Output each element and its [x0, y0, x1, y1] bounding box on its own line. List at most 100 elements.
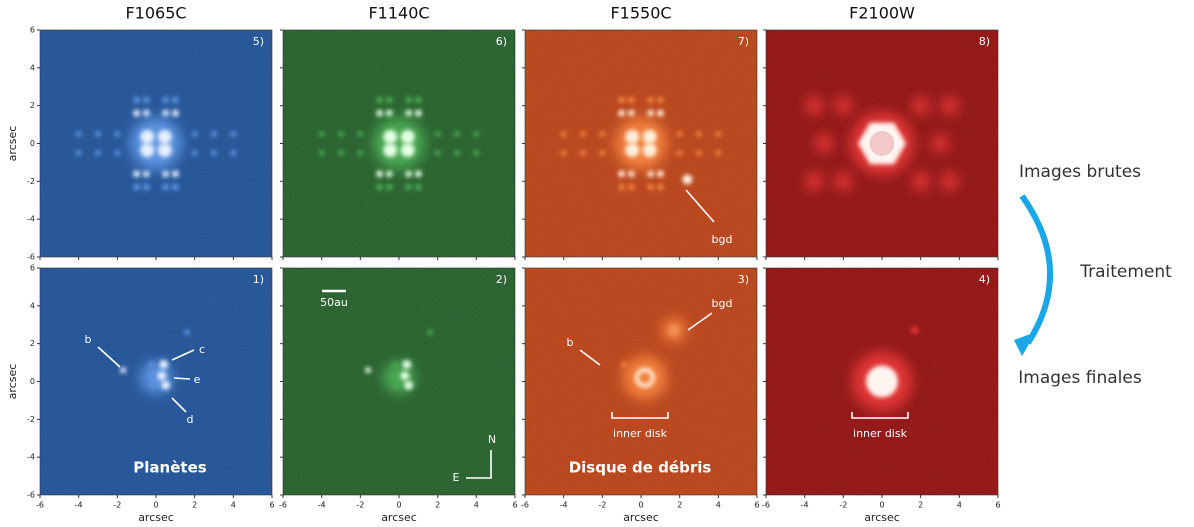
blob	[140, 143, 154, 157]
x-tick-label: -4	[75, 501, 83, 510]
x-tick-label: 0	[879, 501, 884, 510]
y-axis-label: arcsec	[6, 126, 19, 162]
blob	[869, 131, 895, 157]
blob	[625, 143, 639, 157]
blob	[628, 110, 635, 117]
blob	[400, 371, 409, 380]
x-tick-label: 6	[269, 501, 274, 510]
blob	[415, 96, 422, 103]
blob	[427, 329, 433, 335]
blob	[376, 96, 383, 103]
x-tick-label: 0	[638, 501, 643, 510]
y-tick-label: 2	[30, 339, 35, 348]
blob	[392, 373, 398, 379]
blob	[657, 170, 664, 177]
blob	[643, 143, 657, 157]
figure: 5)-6-4-20246arcsec6)7)8)1)-6-6-4-4-2-200…	[0, 0, 1194, 527]
blob	[941, 97, 959, 115]
panel-label: 8)	[979, 35, 990, 48]
side-label: Images brutes	[1019, 162, 1141, 182]
blob	[815, 135, 833, 153]
annotation: e	[194, 373, 201, 386]
y-tick-label: 0	[30, 377, 35, 386]
blob	[143, 184, 150, 191]
y-axis-label: arcsec	[6, 364, 19, 400]
x-tick-label: -6	[521, 501, 529, 510]
blob	[158, 130, 172, 144]
blob	[151, 382, 157, 388]
x-tick-label: 2	[435, 501, 440, 510]
blob	[615, 118, 667, 170]
y-tick-label: 6	[30, 264, 35, 273]
blob	[628, 184, 635, 191]
x-tick-label: -4	[318, 501, 326, 510]
blob	[365, 367, 371, 373]
blob	[405, 110, 412, 117]
x-axis-label: arcsec	[138, 511, 174, 524]
blob	[143, 110, 150, 117]
blob	[76, 131, 82, 137]
y-tick-label: -4	[27, 215, 35, 224]
blob	[211, 131, 217, 137]
blob	[404, 381, 413, 390]
arrow-head	[1014, 332, 1036, 356]
x-tick-label: -2	[839, 501, 847, 510]
image-panel: 6)	[280, 30, 515, 260]
panel-label: 2)	[496, 273, 507, 286]
blob	[114, 150, 120, 156]
y-tick-label: 2	[30, 101, 35, 110]
blob	[647, 110, 654, 117]
annotation: bgd	[712, 233, 733, 246]
image-panel: 8)	[763, 30, 998, 260]
blob	[319, 150, 325, 156]
blob	[912, 172, 930, 190]
side-label: Traitement	[1079, 262, 1172, 282]
panel-label: 5)	[253, 35, 264, 48]
x-tick-label: 4	[474, 501, 479, 510]
annotation: b	[85, 333, 92, 346]
blob	[376, 184, 383, 191]
blob	[473, 131, 479, 137]
blob	[149, 373, 155, 379]
blob	[405, 170, 412, 177]
blob	[941, 172, 959, 190]
image	[40, 30, 272, 257]
blob	[647, 184, 654, 191]
blob	[157, 371, 166, 380]
column-title: F1065C	[125, 4, 186, 23]
column-title: F1550C	[610, 4, 671, 23]
x-tick-label: 2	[677, 501, 682, 510]
blob	[657, 184, 664, 191]
x-tick-label: -2	[356, 501, 364, 510]
blob	[162, 110, 169, 117]
x-axis-label: arcsec	[864, 511, 900, 524]
panel-caption: Disque de débris	[569, 459, 712, 477]
blob	[338, 131, 344, 137]
x-tick-label: -6	[279, 501, 287, 510]
side-label: Images finales	[1018, 368, 1142, 388]
blob	[338, 150, 344, 156]
blob	[373, 118, 425, 170]
blob	[161, 381, 170, 390]
blob	[386, 96, 393, 103]
x-tick-label: 4	[231, 501, 236, 510]
blob	[682, 174, 692, 184]
x-tick-label: -6	[36, 501, 44, 510]
blob	[580, 150, 586, 156]
x-tick-label: -2	[598, 501, 606, 510]
column-title: F2100W	[849, 4, 915, 23]
blob	[677, 131, 683, 137]
annotation: 50au	[320, 296, 348, 309]
blob	[376, 170, 383, 177]
annotation: bgd	[712, 297, 733, 310]
y-tick-label: 6	[30, 26, 35, 35]
blob	[912, 97, 930, 115]
blob	[172, 170, 179, 177]
blob	[599, 131, 605, 137]
blob	[628, 170, 635, 177]
blob	[628, 96, 635, 103]
blob	[95, 131, 101, 137]
annotation: b	[567, 336, 574, 349]
x-tick-label: 4	[957, 501, 962, 510]
blob	[95, 150, 101, 156]
